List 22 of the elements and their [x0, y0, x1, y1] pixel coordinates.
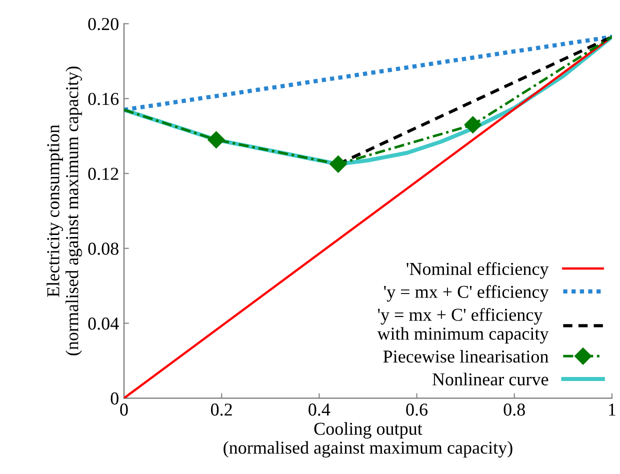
x-tick-label: 0.2: [210, 404, 232, 416]
y-tick-label: 0.08: [88, 242, 118, 255]
legend-label: 'y = mx + C' efficiency: [384, 285, 549, 302]
x-axis-title: Cooling output (normalised against maximum capacity): [224, 422, 512, 458]
legend-label: 'y = mx + C' efficiency with minimum capacity: [377, 308, 549, 344]
y-tick-label: 0: [110, 392, 118, 405]
legend-label: Piecewise linearisation: [383, 350, 548, 363]
y-axis-title: Electricity consumption (normalised against maximum capacity): [46, 66, 82, 356]
legend-label: Nonlinear curve: [432, 372, 548, 386]
x-tick-label: 0: [120, 404, 128, 416]
legend-label: 'Nominal efficiency: [406, 262, 549, 279]
y-tick-label: 0.12: [88, 168, 118, 180]
x-tick-label: 0.8: [504, 404, 525, 416]
x-tick-label: 1: [609, 404, 616, 416]
y-tick-label: 0.20: [88, 18, 118, 30]
y-tick-label: 0.04: [88, 318, 119, 330]
point: [208, 131, 225, 148]
point: [330, 156, 347, 173]
x-tick-label: 0.6: [406, 404, 428, 416]
x-tick-label: 0.4: [308, 404, 330, 416]
point: [464, 116, 482, 134]
y-tick-label: 0.16: [88, 92, 119, 106]
